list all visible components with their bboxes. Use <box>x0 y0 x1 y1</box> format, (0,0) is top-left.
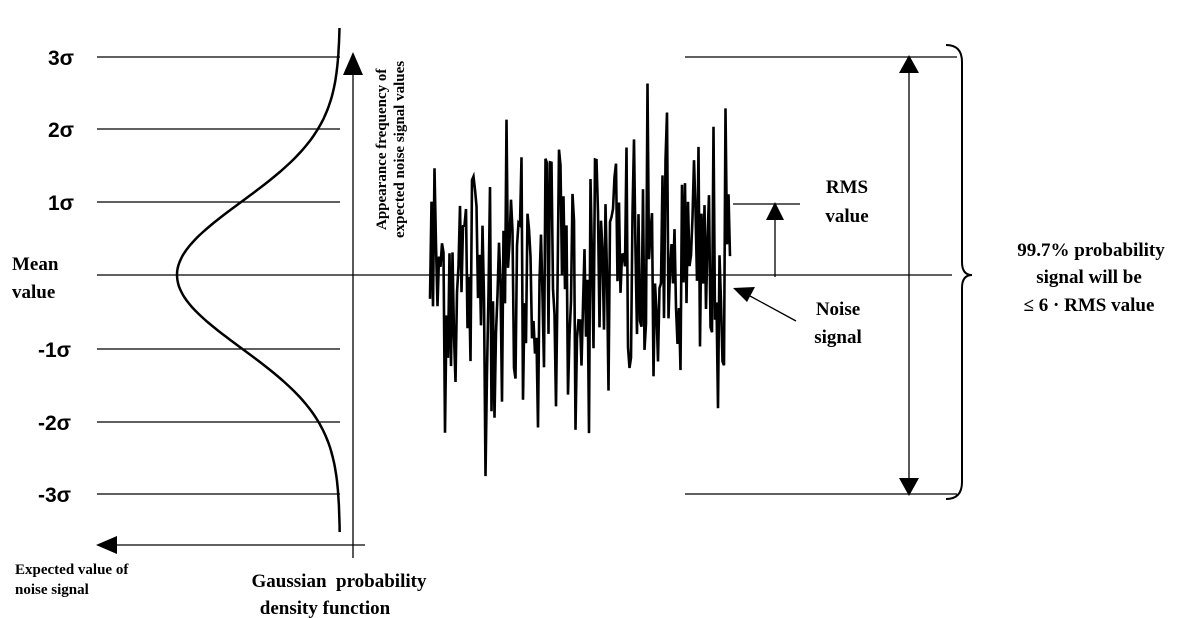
sigma-label-3: 3σ <box>48 47 74 70</box>
probability-label-line3: ≤ 6 · RMS value <box>1024 295 1155 316</box>
noise-pointer-line <box>749 295 797 322</box>
frequency-label-line2: expected noise signal values <box>392 61 408 238</box>
sigma-label-minus-3: -3σ <box>38 484 71 507</box>
probability-brace <box>945 44 973 500</box>
noise-label-line2: signal <box>814 327 862 348</box>
frequency-label-line1: Appearance frequency of <box>374 68 390 230</box>
noise-pointer-arrowhead <box>733 287 755 302</box>
six-rms-down-arrowhead <box>899 478 919 496</box>
sigma-label-1: 1σ <box>48 192 74 215</box>
rms-arrowhead <box>766 202 784 220</box>
sigma-gridlines <box>97 56 340 495</box>
rms-label-line2: value <box>825 206 868 227</box>
expected-value-label-line2: noise signal <box>15 582 89 598</box>
noise-label-line1: Noise <box>816 299 860 320</box>
gaussian-curve <box>175 27 341 533</box>
six-rms-up-arrowhead <box>899 55 919 73</box>
mean-label-line2: value <box>12 282 55 303</box>
probability-label-line2: signal will be <box>1036 267 1142 288</box>
expected-value-axis-arrowhead <box>96 536 117 554</box>
gaussian-label-line1: Gaussian probability <box>252 571 427 592</box>
probability-label-line1: 99.7% probability <box>1017 240 1165 261</box>
sigma-label-2: 2σ <box>48 119 74 142</box>
mean-label-line1: Mean <box>12 254 59 275</box>
gaussian-label-line2: density function <box>260 598 391 618</box>
sigma-label-minus-2: -2σ <box>38 412 71 435</box>
expected-value-label-line1: Expected value of <box>15 562 129 578</box>
rms-label-line1: RMS <box>826 177 868 198</box>
frequency-axis-arrowhead <box>343 52 363 75</box>
sigma-label-minus-1: -1σ <box>38 339 71 362</box>
noise-signal-waveform <box>428 83 732 477</box>
